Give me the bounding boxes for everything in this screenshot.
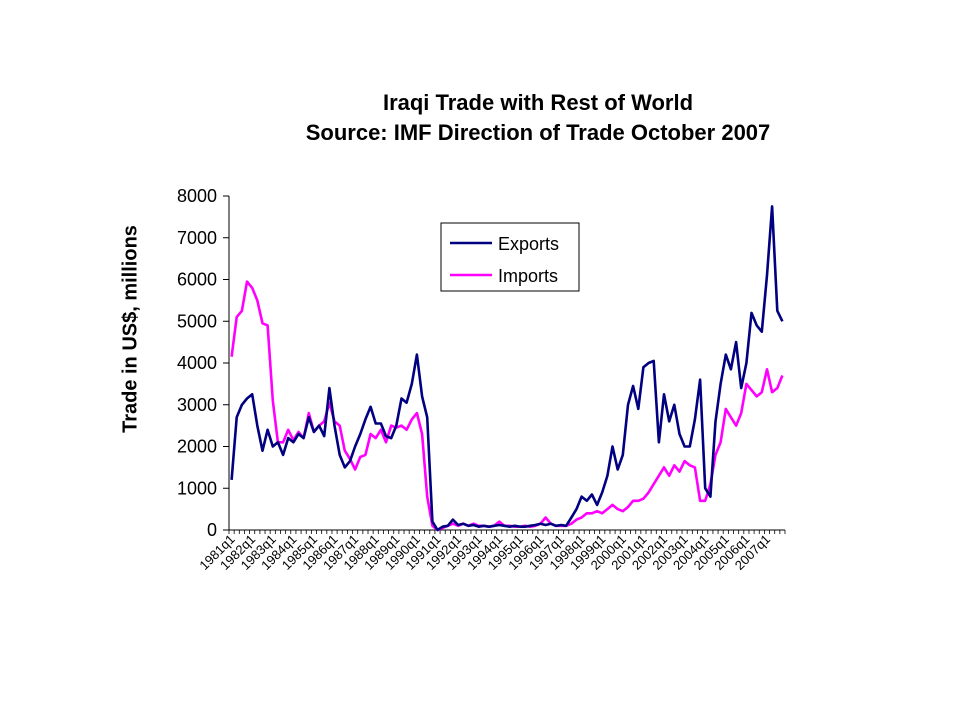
y-tick-label: 4000 — [177, 353, 217, 373]
y-tick-label: 3000 — [177, 395, 217, 415]
y-tick-label: 1000 — [177, 478, 217, 498]
series-line-imports — [230, 280, 784, 532]
y-tick-label: 7000 — [177, 228, 217, 248]
chart-subtitle: Source: IMF Direction of Trade October 2… — [305, 120, 771, 145]
x-axis-ticks: 1981q11982q11983q11984q11985q11986q11987… — [196, 530, 786, 573]
y-tick-label: 0 — [207, 520, 217, 540]
legend-box — [440, 222, 580, 292]
chart-legend: Exports Imports — [440, 222, 580, 292]
y-tick-label: 5000 — [177, 311, 217, 331]
y-axis-ticks: 0 1000 2000 3000 4000 5000 6000 7000 8000 — [177, 186, 229, 540]
y-tick-label: 2000 — [177, 437, 217, 457]
legend-label-imports: Imports — [498, 266, 558, 286]
y-tick-label: 6000 — [177, 270, 217, 290]
y-tick-label: 8000 — [177, 186, 217, 206]
chart-series — [230, 205, 784, 532]
series-line-exports — [230, 205, 784, 532]
chart-title: Iraqi Trade with Rest of World — [382, 90, 694, 115]
legend-label-exports: Exports — [498, 234, 559, 254]
chart-title-block: Iraqi Trade with Rest of World Source: I… — [0, 88, 960, 148]
